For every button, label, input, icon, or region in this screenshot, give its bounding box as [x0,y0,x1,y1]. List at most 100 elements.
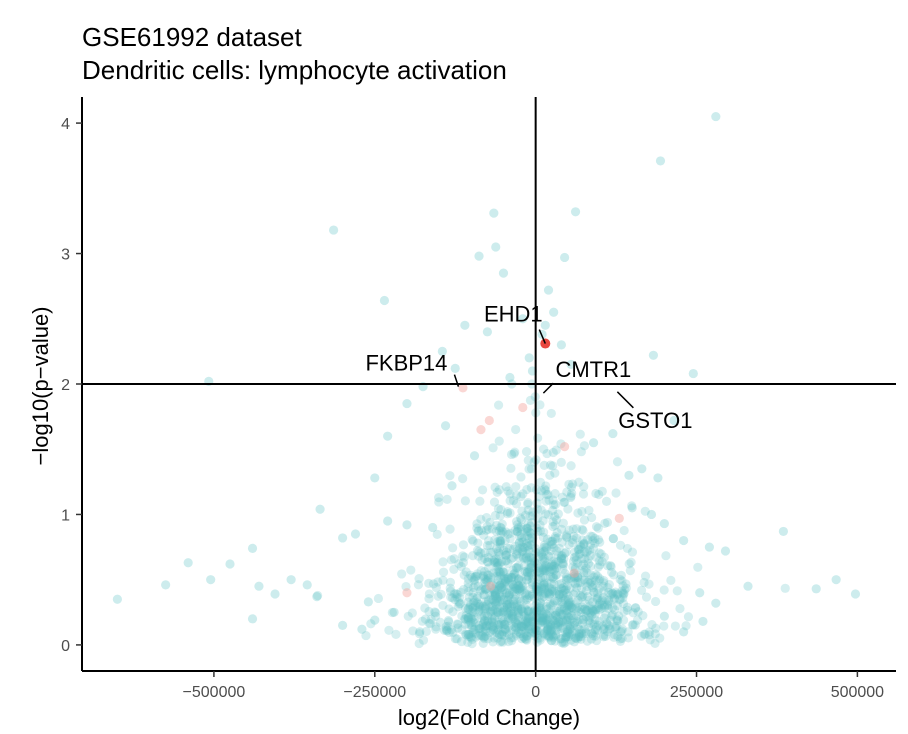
data-point [590,605,601,615]
data-point [618,588,628,598]
data-point [586,604,596,614]
data-point [551,515,562,525]
data-point [493,400,504,410]
data-point [461,630,472,640]
data-point [561,547,571,557]
points-layer [112,111,861,649]
data-point [473,538,483,548]
data-point [659,585,669,595]
label-leader-line [453,374,460,387]
data-point [550,533,560,544]
data-point [570,207,581,217]
data-point [594,584,604,594]
data-point [464,632,474,642]
data-point [538,565,549,576]
data-point [442,625,452,635]
data-point [489,618,499,628]
data-point [550,596,560,606]
data-point [480,577,490,588]
data-point [460,320,470,330]
data-point [510,595,520,605]
highlight-point [569,568,579,578]
data-point [571,524,582,534]
data-point [488,602,498,612]
data-point [413,580,424,590]
data-point [542,448,552,459]
data-point [564,606,574,616]
data-point [552,546,562,556]
data-point [625,566,635,576]
data-point [556,578,566,589]
data-point [558,637,568,647]
data-point [582,606,592,616]
data-point [554,621,564,631]
data-point [539,578,549,588]
data-point [566,461,576,471]
data-point [517,533,527,543]
data-point [537,612,547,623]
data-point [499,594,509,605]
data-point [468,627,478,637]
data-point [602,517,613,528]
data-point [509,621,519,632]
data-point [560,568,570,579]
data-point [560,594,570,604]
data-point [599,630,609,640]
data-point [585,612,595,622]
data-point [520,588,530,598]
data-point [546,625,556,635]
data-point [488,568,498,578]
data-point [446,625,457,635]
data-point [571,604,581,614]
data-point [610,605,620,615]
data-point [414,574,424,584]
data-point [580,604,590,614]
data-point [557,492,567,502]
data-point [549,307,559,317]
data-point [502,543,512,553]
data-point [669,415,679,426]
data-point [516,625,526,635]
data-point [576,607,586,618]
data-point [501,588,512,598]
data-point [486,594,496,604]
data-point [562,605,572,616]
data-point [491,599,501,609]
data-point [562,629,572,639]
data-point [370,473,380,483]
data-point [481,596,491,606]
data-point [566,573,576,583]
data-point [568,535,578,545]
data-point [588,587,599,597]
data-point [428,579,439,589]
data-point [536,598,546,608]
data-point [436,589,446,599]
data-point [597,557,607,567]
data-point [581,607,591,617]
data-point [479,530,489,540]
label-leader-line [542,382,554,394]
highlight-point [476,425,486,435]
data-point [442,494,452,504]
data-point [502,599,512,609]
data-point [524,613,534,623]
data-point [594,489,604,500]
data-point [593,625,603,635]
data-point [523,555,533,565]
data-point [444,604,454,614]
data-point [540,582,550,592]
data-point [615,636,625,646]
data-point [554,589,564,599]
data-point [492,557,503,567]
data-point [543,588,553,598]
data-point [472,569,482,579]
data-point [524,526,534,536]
data-point [581,627,591,637]
data-point [534,606,544,616]
data-point [591,552,601,562]
data-point [558,616,568,627]
data-point [506,594,516,605]
data-point [538,614,548,624]
data-point [505,607,515,617]
